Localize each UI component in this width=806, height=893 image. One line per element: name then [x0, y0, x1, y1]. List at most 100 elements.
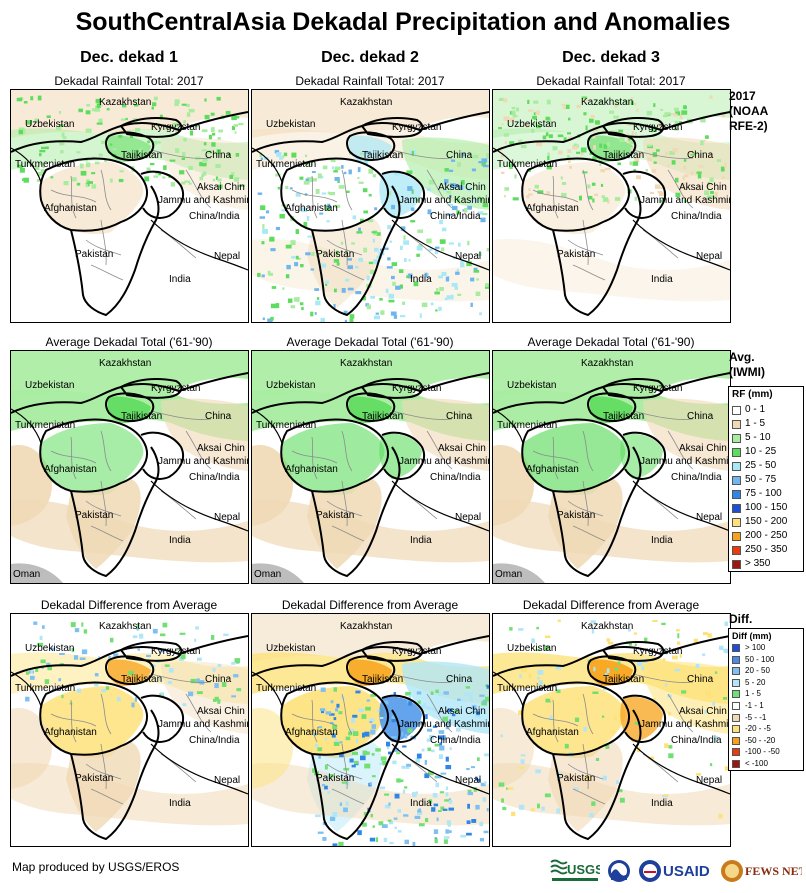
precip-pixel	[464, 207, 468, 213]
precip-pixel	[402, 789, 406, 794]
precip-pixel	[336, 703, 340, 708]
precip-pixel	[486, 808, 489, 812]
precip-pixel	[347, 287, 354, 291]
precip-pixel	[325, 205, 331, 211]
legend-item: -5 - -1	[729, 712, 803, 724]
precip-pixel	[477, 757, 480, 761]
precip-pixel	[215, 176, 219, 180]
map-label-china-india: China/India	[189, 472, 240, 483]
precip-pixel	[549, 715, 553, 721]
precip-pixel	[136, 623, 140, 629]
precip-pixel	[299, 302, 304, 306]
precip-pixel	[439, 745, 445, 751]
precip-pixel	[218, 184, 223, 189]
legend-label: -50 - -20	[745, 735, 776, 745]
country-border	[360, 641, 424, 662]
precip-pixel	[417, 809, 422, 813]
precip-pixel	[518, 804, 525, 810]
difference-legend-title: Diff (mm)	[732, 631, 772, 641]
precip-pixel	[260, 157, 263, 160]
precip-pixel	[446, 820, 451, 826]
row-label-average: Avg. (IWMI)	[729, 350, 765, 380]
precip-pixel	[276, 152, 282, 157]
precip-pixel	[40, 169, 45, 174]
map-label-india: India	[410, 798, 432, 809]
map-label-turkmenistan: Turkmenistan	[256, 420, 317, 431]
map-label-pakistan: Pakistan	[75, 249, 114, 260]
precip-pixel	[652, 698, 656, 701]
precip-pixel	[30, 675, 35, 680]
precip-pixel	[439, 742, 442, 746]
precip-pixel	[367, 219, 374, 223]
country-border	[622, 694, 667, 743]
precip-pixel	[477, 778, 481, 782]
precip-pixel	[432, 725, 438, 728]
precip-pixel	[526, 195, 530, 199]
precip-pixel	[478, 161, 483, 164]
precip-pixel	[39, 153, 42, 157]
country-border	[587, 655, 637, 685]
precip-pixel	[419, 313, 422, 318]
precip-pixel	[501, 798, 504, 803]
precip-pixel	[290, 305, 296, 309]
legend-item: > 100	[729, 642, 803, 654]
precip-pixel	[229, 174, 233, 179]
precip-pixel	[520, 759, 525, 765]
precip-pixel	[427, 747, 432, 752]
precip-pixel	[365, 706, 371, 711]
precip-pixel	[331, 733, 336, 738]
precip-pixel	[407, 728, 413, 733]
precip-pixel	[162, 622, 168, 628]
precip-pixel	[447, 213, 452, 216]
precip-pixel	[357, 177, 360, 179]
precip-pixel	[357, 167, 361, 173]
precip-pixel	[681, 690, 687, 694]
precip-pixel	[471, 710, 477, 713]
precip-pixel	[286, 264, 291, 270]
precip-pixel	[338, 711, 343, 715]
map-label-uzbekistan: Uzbekistan	[507, 643, 557, 654]
precip-pixel	[458, 242, 461, 247]
panel-title-average-3: Average Dekadal Total ('61-'90)	[527, 335, 695, 349]
precip-pixel	[584, 99, 588, 102]
precip-pixel	[546, 99, 551, 105]
country-border	[11, 147, 42, 183]
precip-pixel	[83, 629, 88, 634]
country-border	[360, 378, 424, 399]
shaded-region-kaz	[11, 90, 248, 138]
precip-pixel	[664, 151, 669, 156]
precip-pixel	[370, 295, 376, 299]
precip-pixel	[163, 165, 167, 170]
precip-pixel	[352, 215, 357, 220]
precip-pixel	[320, 708, 326, 712]
map-label-oman: Oman	[13, 569, 41, 580]
precip-pixel	[677, 633, 680, 639]
map-label-aksai-chin: Aksai Chin	[438, 182, 486, 193]
precip-pixel	[267, 270, 271, 276]
precip-pixel	[334, 288, 337, 293]
precip-pixel	[262, 317, 265, 320]
precip-pixel	[388, 293, 395, 299]
precip-pixel	[217, 699, 221, 704]
precip-pixel	[684, 174, 689, 178]
precip-pixel	[445, 829, 449, 834]
precip-pixel	[37, 172, 43, 176]
map-label-china-india: China/India	[430, 211, 481, 222]
precip-pixel	[344, 319, 347, 322]
shaded-region-kaz	[252, 351, 489, 399]
precip-pixel	[234, 658, 241, 663]
map-label-nepal: Nepal	[214, 512, 241, 523]
precip-pixel	[587, 184, 591, 189]
precip-pixel	[79, 657, 86, 660]
precip-pixel	[366, 275, 370, 281]
precip-pixel	[568, 117, 571, 121]
precip-pixel	[357, 830, 362, 836]
country-border	[105, 392, 155, 422]
precip-pixel	[438, 275, 443, 279]
precip-pixel	[433, 708, 437, 712]
country-border	[280, 418, 390, 493]
precip-pixel	[609, 110, 615, 114]
precip-pixel	[204, 114, 210, 120]
precip-pixel	[318, 726, 323, 729]
legend-swatch	[732, 678, 740, 687]
